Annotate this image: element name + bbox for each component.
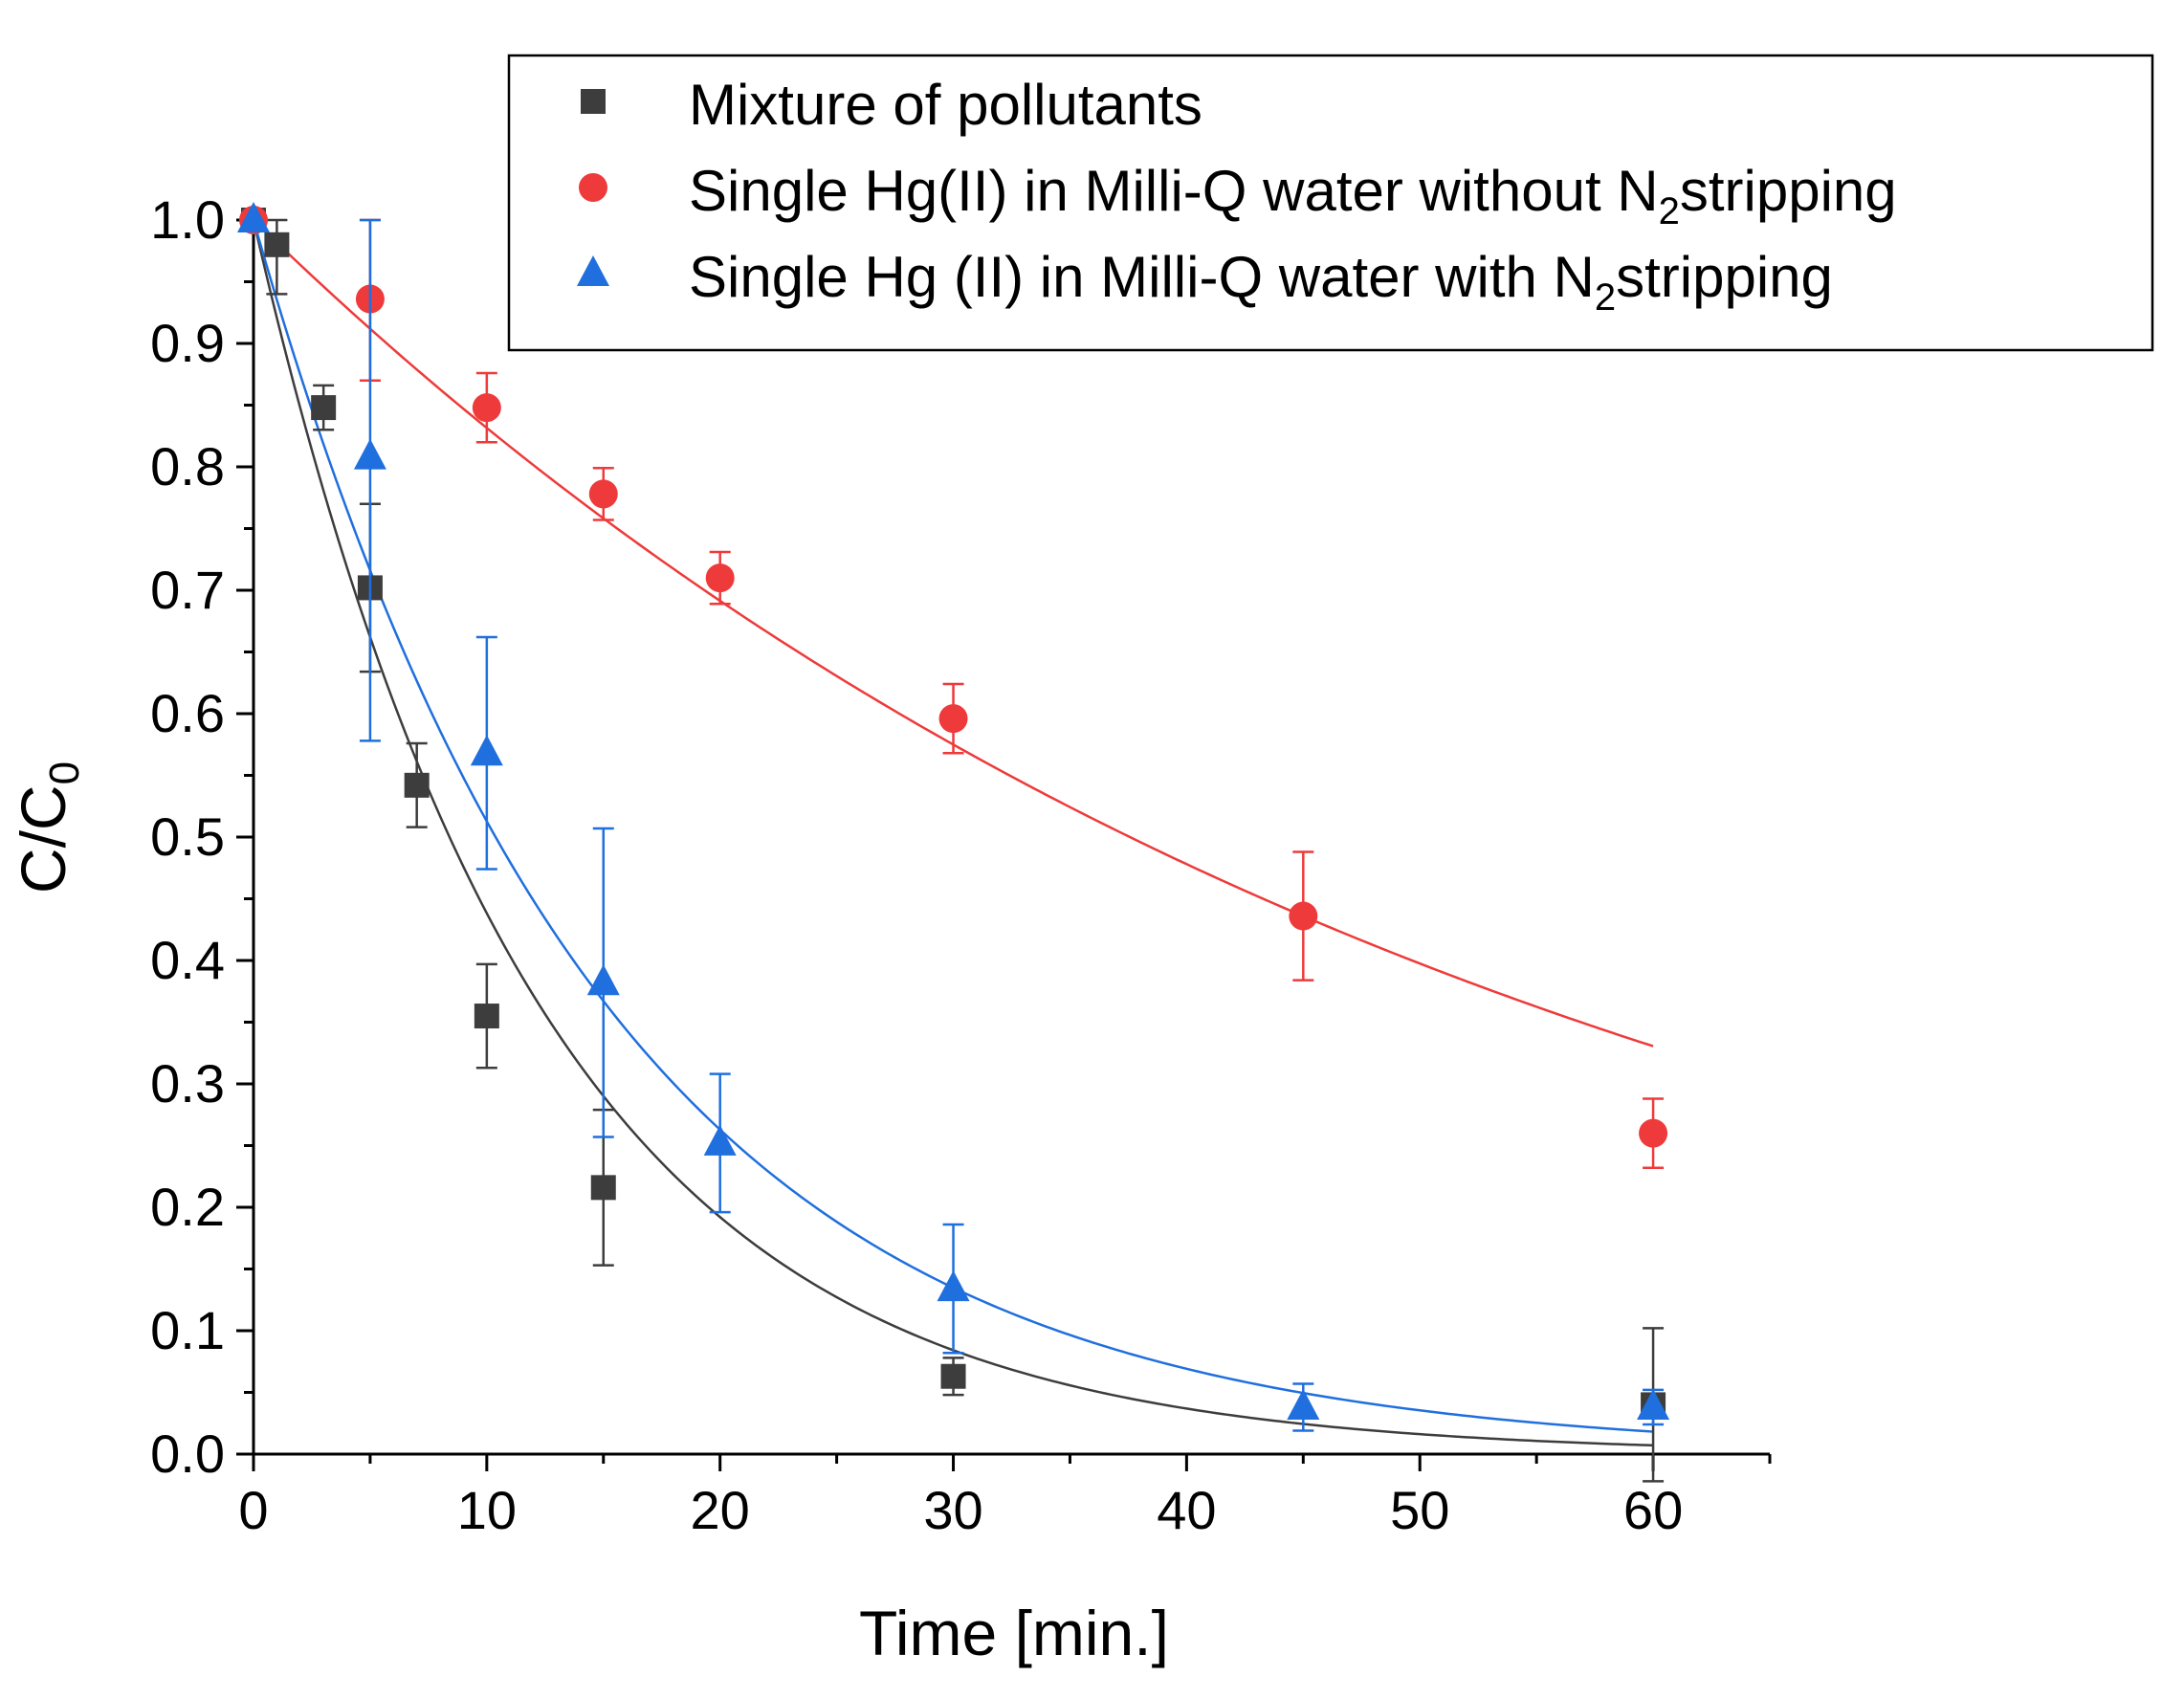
data-point: [938, 704, 968, 734]
x-axis-label: Time [min.]: [859, 1598, 1169, 1668]
axes: 0 10 20 30 40 50 60 0.0 0.1 0.2 0.3 0.4 0.5 0.6 0.7 0.8…: [150, 189, 1772, 1540]
y-axis-label: C/C0: [8, 761, 88, 894]
legend-subscript: 2: [1595, 276, 1616, 319]
y-tick-label: 0.3: [150, 1053, 225, 1114]
y-tick-label: 0.1: [150, 1300, 225, 1360]
y-tick-label: 0.2: [150, 1177, 225, 1237]
data-points: [237, 202, 1670, 1483]
legend-text: Mixture of pollutants: [689, 73, 1202, 137]
x-tick-label: 30: [923, 1480, 982, 1540]
data-point: [590, 1175, 616, 1201]
data-point: [937, 1270, 970, 1302]
data-point: [474, 1004, 499, 1029]
x-tick-label: 40: [1157, 1480, 1216, 1540]
x-tick-label: 50: [1390, 1480, 1449, 1540]
y-tick-label: 0.9: [150, 313, 225, 373]
data-point: [470, 735, 503, 766]
x-tick-label: 0: [238, 1480, 268, 1540]
legend-label-2: Single Hg(II) in Milli-Q water without N…: [689, 159, 1897, 232]
y-tick-label: 0.6: [150, 683, 225, 743]
legend-box: [507, 54, 2154, 352]
data-point: [264, 232, 290, 257]
legend-text: Single Hg(II) in Milli-Q water without N: [689, 159, 1659, 223]
y-tick-label: 0.8: [150, 436, 225, 496]
legend-marker-3: [577, 255, 609, 286]
y-tick-label: 0.5: [150, 806, 225, 867]
data-point: [353, 438, 386, 470]
y-tick-label: 1.0: [150, 189, 225, 250]
data-point: [1637, 1388, 1670, 1420]
legend-label-1: Mixture of pollutants: [689, 73, 1202, 137]
x-tick-label: 20: [691, 1480, 750, 1540]
data-point: [1289, 901, 1318, 931]
legend-subscript: 2: [1659, 190, 1680, 232]
legend-marker-1: [581, 89, 606, 114]
data-point: [472, 393, 501, 423]
x-tick-label: 60: [1623, 1480, 1683, 1540]
data-point: [1287, 1388, 1320, 1420]
legend-marker-2: [579, 173, 607, 202]
data-point: [586, 964, 620, 996]
data-point: [940, 1363, 966, 1389]
y-axis-label-main: C/C: [8, 784, 78, 894]
legend-text: stripping: [1616, 245, 1833, 309]
legend-text: Single Hg (II) in Milli-Q water with N: [689, 245, 1595, 309]
series-3: [237, 202, 1670, 1432]
y-tick-label: 0.7: [150, 560, 225, 620]
x-tick-label: 10: [457, 1480, 517, 1540]
data-point: [1639, 1118, 1668, 1148]
data-point: [311, 395, 337, 421]
y-tick-label: 0.4: [150, 930, 225, 990]
y-tick-label: 0.0: [150, 1423, 225, 1484]
y-axis-label-subscript: 0: [41, 761, 88, 784]
legend: Mixture of pollutants Single Hg(II) in Mi…: [507, 54, 2154, 352]
legend-label-3: Single Hg (II) in Milli-Q water with N2s…: [689, 245, 1833, 319]
data-point: [588, 479, 618, 509]
legend-text: stripping: [1680, 159, 1897, 223]
data-point: [237, 202, 270, 232]
data-point: [703, 1124, 737, 1156]
data-point: [404, 772, 430, 798]
data-point: [705, 563, 735, 593]
